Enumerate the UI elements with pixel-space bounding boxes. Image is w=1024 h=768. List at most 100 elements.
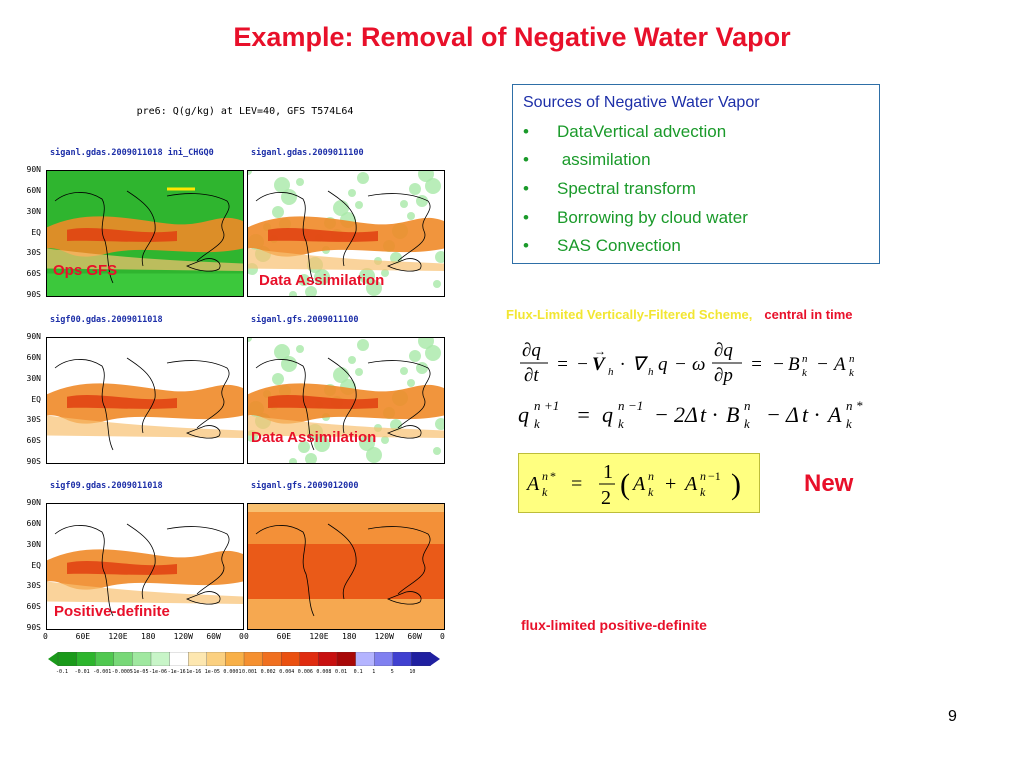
svg-text:n: n [534,398,541,413]
svg-text:B: B [788,354,800,375]
panel-label: siganl.gfs.2009012000 [251,481,359,491]
panel-label: sigf09.gdas.2009011018 [50,481,163,491]
colorbar-swatch [169,652,189,666]
latitude-tick: 60S [26,436,41,446]
colorbar-tick-label: 1e-05 [204,669,220,675]
svg-text:−: − [576,354,589,375]
latitude-tick: 30S [26,248,41,258]
colorbar-tick-label: -1e-06 [149,669,168,675]
map-panel [46,337,244,464]
colorbar-tick-label: 0.006 [297,669,313,675]
map-panel [247,503,445,630]
panel-overlay-label: Ops GFS [53,262,118,279]
svg-text:ω: ω [692,354,705,375]
figure-title: pre6: Q(g/kg) at LEV=40, GFS T574L64 [136,106,354,117]
svg-text:h: h [648,366,654,378]
equation-advection: ∂q ∂t = − V → h · ∇ h q − ω ∂q ∂p = − B … [516,338,926,391]
svg-text:q: q [658,354,668,375]
colorbar-tick-label: -0.0005 [111,669,133,675]
new-label: New [804,470,854,497]
svg-text:n: n [744,398,751,413]
svg-text:k: k [700,485,706,499]
svg-text:k: k [534,416,540,431]
bullet-icon: • [523,150,529,169]
longitude-tick: 120E [309,632,329,641]
colorbar-swatch [355,652,375,666]
svg-text:n: n [849,353,855,365]
svg-text:): ) [731,468,741,501]
longitude-tick: 180 [342,632,357,641]
svg-text:q: q [518,402,529,427]
bullet-icon: • [523,236,529,255]
map-field-graphic [47,171,243,296]
longitude-tick: 60W [407,632,422,641]
colorbar-tick-label: 10 [409,669,416,675]
latitude-tick: 90N [26,332,41,341]
colorbar-swatch [76,652,96,666]
svg-text:k: k [849,367,855,379]
svg-text:t: t [700,402,707,427]
colorbar-tick-label: 0.008 [316,669,332,675]
svg-text:n: n [648,469,654,483]
equation-update-graphic: q n +1 k = q n −1 k − 2Δ t · B n k − Δ t ·… [518,398,863,431]
latitude-tick: 90S [26,623,41,632]
latitude-tick: 60N [26,185,41,195]
colorbar-tick-label: 1e-16 [186,669,202,675]
svg-text:2: 2 [601,487,611,509]
longitude-tick: 0 [239,632,244,641]
sources-heading: Sources of Negative Water Vapor [523,94,760,111]
svg-text:n: n [846,398,853,413]
colorbar-tick-label: 0.001 [242,669,258,675]
latitude-tick: 90N [26,165,41,174]
map-field-graphic [47,504,243,629]
latitude-tick: 60N [26,352,41,362]
colorbar-tick-label: 0.01 [335,669,348,675]
colorbar-swatch [262,652,282,666]
svg-text:A: A [631,473,646,495]
colorbar-swatch [318,652,338,666]
svg-text:∂q: ∂q [522,340,541,361]
page-number: 9 [948,708,957,725]
svg-text:(: ( [620,468,630,501]
latitude-tick: 30N [26,539,41,549]
scheme-line: Flux-Limited Vertically-Filtered Scheme,… [506,307,853,322]
longitude-tick: 60E [276,632,292,641]
colorbar-tick-label: 1 [372,669,376,675]
panel-overlay-label: Positive-definite [54,603,170,620]
scheme-timing: central in time [764,307,853,322]
equation-update: q n +1 k = q n −1 k − 2Δ t · B n k − Δ t ·… [514,394,934,441]
svg-text:*: * [856,398,863,413]
svg-text:k: k [542,485,548,499]
svg-text:→: → [594,344,606,358]
colorbar-swatch [392,652,413,666]
colorbar-swatch [225,652,245,666]
svg-text:1: 1 [603,461,613,483]
bullet-item: • assimilation [523,150,651,170]
latitude-tick: EQ [31,560,41,570]
svg-text:k: k [648,485,654,499]
longitude-tick: 0 [244,632,249,641]
panel-label: siganl.gdas.2009011018 ini_CHGQ0 [50,148,214,158]
svg-text:A: A [832,354,846,375]
colorbar-swatch [411,652,431,666]
latitude-tick: 30S [26,415,41,425]
sources-box: Sources of Negative Water Vapor • DataVer… [512,84,880,264]
panel-overlay-label: Data Assimilation [259,272,385,289]
svg-text:∂p: ∂p [714,365,733,386]
map-field-graphic [248,171,444,296]
svg-text:A: A [525,473,540,495]
longitude-tick: 120W [173,632,193,641]
equation-averaging-graphic: A n * k = 1 2 ( A n k + A n −1 k ) [525,461,741,509]
svg-text:n: n [542,469,548,483]
svg-text:q: q [602,402,613,427]
longitude-tick: 0 [43,632,48,641]
latitude-tick: 90N [26,498,41,507]
map-field-graphic [248,504,444,629]
svg-text:k: k [802,367,808,379]
longitude-tick: 180 [141,632,156,641]
colorbar-swatch [281,652,301,666]
bullet-text: Spectral transform [557,179,696,198]
colorbar-tick-label: -0.01 [74,669,90,675]
svg-text:=: = [556,354,569,375]
equation-advection-graphic: ∂q ∂t = − V → h · ∇ h q − ω ∂q ∂p = − B … [520,340,855,386]
